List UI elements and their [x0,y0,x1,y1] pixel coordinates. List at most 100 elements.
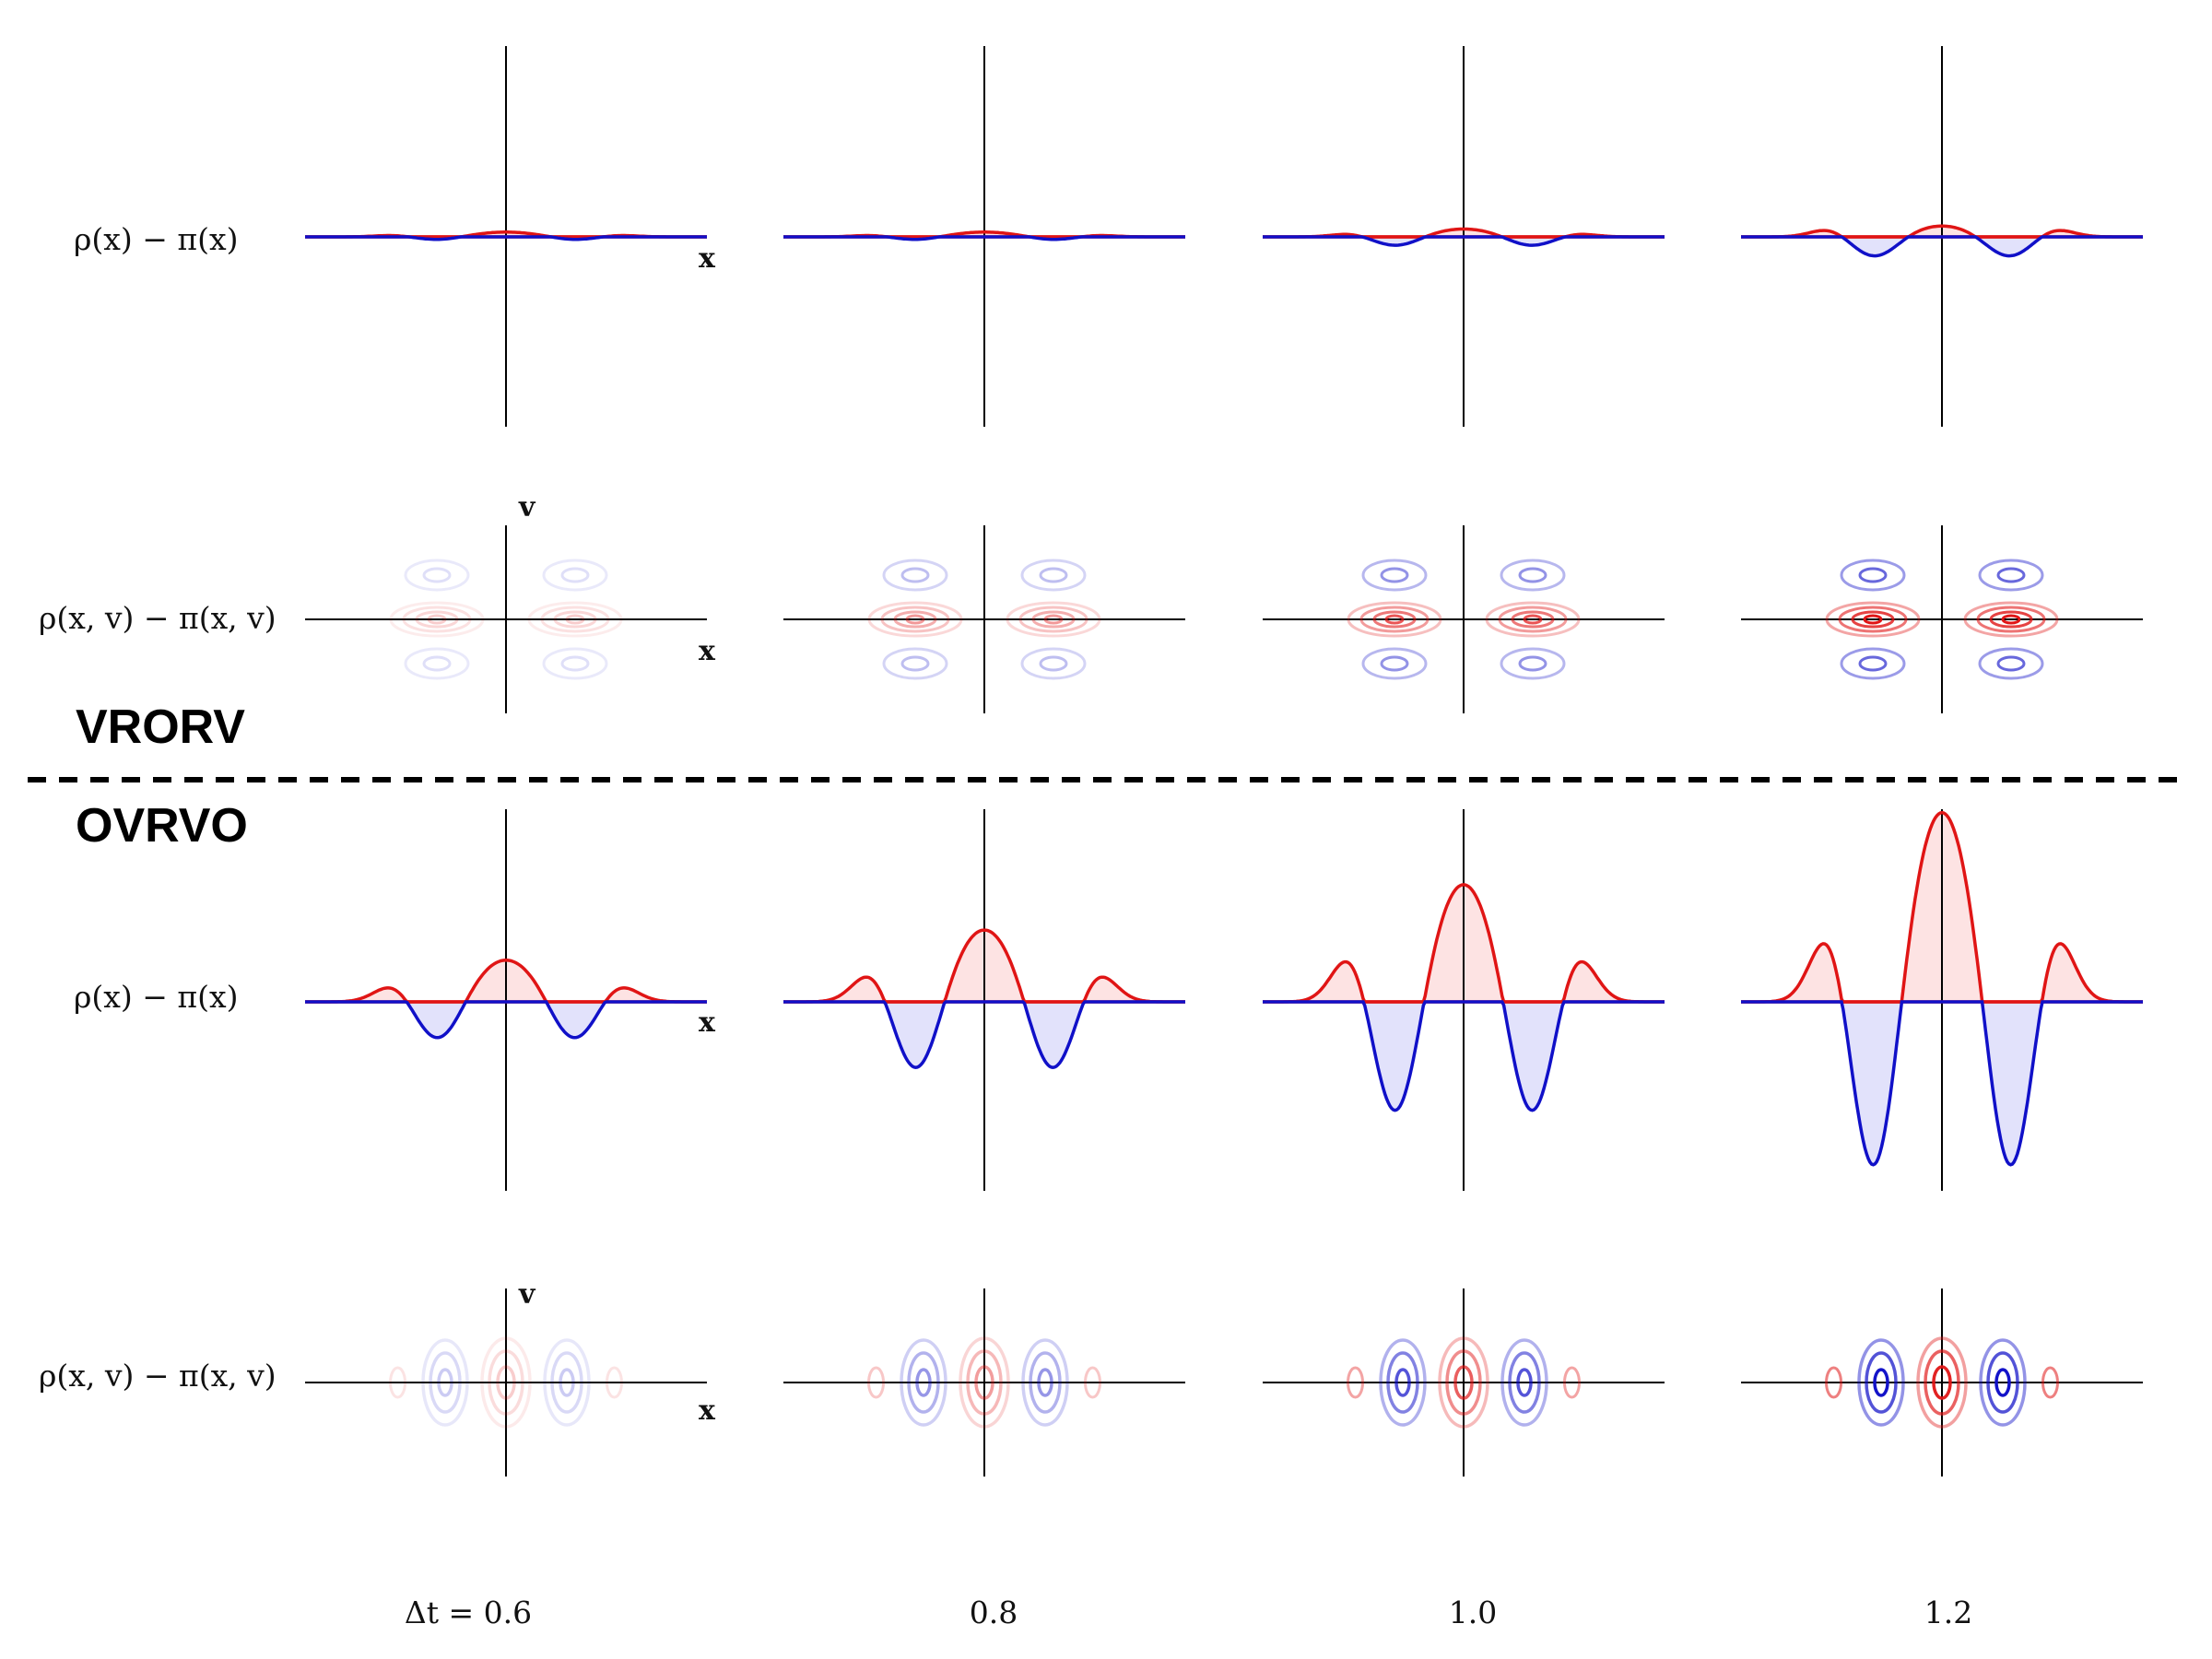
blue-contour [559,1368,575,1397]
blue-contour [550,1351,583,1414]
negative-curve [1741,1000,2143,1167]
contour-plot-ovrvo-0 [305,1288,707,1477]
red-contour [1924,1349,1960,1416]
x-axis-label-row1: x [699,242,716,275]
red-contour [1562,1366,1581,1399]
blue-contour [1361,559,1428,592]
positive-curve [305,959,707,1004]
red-contour [1445,1349,1482,1416]
red-contour [527,601,623,638]
blue-contour [542,647,608,680]
blue-contour [1361,647,1428,680]
blue-contour [1516,1368,1533,1397]
contour-plot-vrorv-2 [1263,525,1665,713]
positive-curve [1741,224,2143,239]
blue-contour [907,1351,940,1414]
red-contour [1851,610,1895,629]
red-contour [1347,1366,1365,1399]
negative-curve [1263,1000,1665,1112]
plot-grid [305,46,2143,1477]
blue-contour [1978,647,2044,680]
v-axis-label-row2: v [518,491,536,524]
red-contour [1511,610,1555,629]
contour-plot-vrorv-3 [1741,525,2143,713]
red-contour [1498,606,1568,633]
blue-contour [1858,655,1888,672]
blue-contour [1508,1351,1541,1414]
column-label-3: 1.2 [1924,1594,1972,1630]
blue-contour [1994,1368,2011,1397]
red-contour [905,614,925,625]
blue-contour [1500,1338,1548,1427]
v-axis-label-row4: v [518,1278,536,1311]
blue-contour [1518,655,1547,672]
blue-contour [1037,1368,1053,1397]
blue-contour [1379,1338,1427,1427]
red-contour [1976,606,2046,633]
blue-contour [429,1351,462,1414]
red-contour [1438,1336,1489,1429]
contour-plot-vrorv-0 [305,525,707,713]
line-plot-ovrvo-3 [1741,809,2143,1191]
red-contour [1359,606,1430,633]
blue-contour [422,567,452,583]
row-label-vrorv-2d: ρ(x, v) − π(x, v) [39,600,276,636]
red-contour [389,1366,407,1399]
red-contour [867,1366,886,1399]
red-contour [1372,610,1417,629]
red-contour [1384,614,1405,625]
red-contour [959,1336,1010,1429]
red-contour [496,1365,516,1400]
red-contour [2001,614,2021,625]
blue-contour [560,567,590,583]
blue-contour [1380,655,1409,672]
positive-curve [783,928,1185,1004]
blue-contour [1020,559,1087,592]
red-contour [480,1336,532,1429]
red-contour [974,1365,994,1400]
blue-contour [900,567,930,583]
red-contour [1523,614,1543,625]
line-plot-vrorv-1 [783,46,1185,427]
negative-curve [1263,235,1665,247]
section-title-vrorv: VRORV [76,700,245,754]
negative-curve [783,1000,1185,1069]
blue-contour [1039,567,1068,583]
contour-plot-ovrvo-3 [1741,1288,2143,1477]
blue-contour [1380,567,1409,583]
red-contour [1838,606,1908,633]
blue-contour [1978,559,2044,592]
red-contour [1453,1365,1474,1400]
red-contour [605,1366,623,1399]
blue-contour [1840,559,1906,592]
column-label-0: Δt = 0.6 [405,1594,532,1630]
blue-contour [1039,655,1068,672]
blue-contour [900,655,930,672]
negative-curve [305,235,707,241]
blue-contour [1500,559,1566,592]
red-contour [402,606,472,633]
blue-contour [422,655,452,672]
blue-contour [1865,1351,1898,1414]
red-contour [1916,1336,1968,1429]
blue-contour [900,1338,947,1427]
red-contour [1863,614,1883,625]
red-contour [389,601,485,638]
red-contour [1963,601,2059,638]
blue-contour [1386,1351,1419,1414]
x-axis-label-row2: x [699,635,716,667]
red-contour [880,606,950,633]
x-axis-label-row3: x [699,1006,716,1039]
line-plot-vrorv-3 [1741,46,2143,427]
blue-contour [1996,567,2026,583]
blue-contour [404,647,470,680]
red-contour [1006,601,1101,638]
red-contour [2041,1366,2059,1399]
red-contour [540,606,610,633]
red-contour [1989,610,2033,629]
blue-contour [1518,567,1547,583]
line-plot-vrorv-2 [1263,46,1665,427]
line-plot-ovrvo-2 [1263,809,1665,1191]
negative-curve [1741,235,2143,258]
